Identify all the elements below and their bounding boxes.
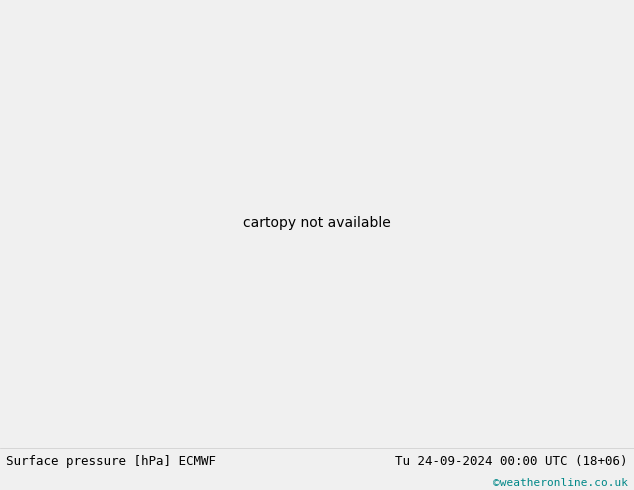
Text: Surface pressure [hPa] ECMWF: Surface pressure [hPa] ECMWF bbox=[6, 455, 216, 468]
Text: Tu 24-09-2024 00:00 UTC (18+06): Tu 24-09-2024 00:00 UTC (18+06) bbox=[395, 455, 628, 468]
Text: cartopy not available: cartopy not available bbox=[243, 216, 391, 230]
Text: ©weatheronline.co.uk: ©weatheronline.co.uk bbox=[493, 478, 628, 489]
